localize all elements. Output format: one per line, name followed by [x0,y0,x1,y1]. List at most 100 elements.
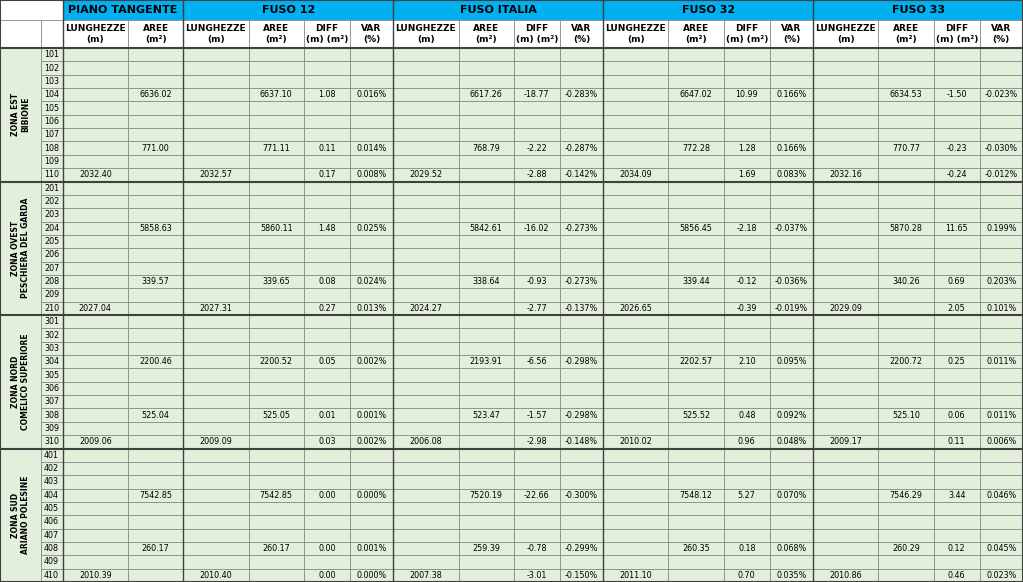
Text: 5842.61: 5842.61 [470,223,502,233]
Bar [458,355,514,368]
Text: -0.036%: -0.036% [774,277,808,286]
Bar [41,101,62,115]
Bar [304,395,350,409]
Text: 0.166%: 0.166% [776,90,806,99]
Bar [560,315,604,328]
Text: PIANO TANGENTE: PIANO TANGENTE [69,5,178,15]
Bar [514,88,560,101]
Text: 0.70: 0.70 [738,571,756,580]
Bar [304,168,350,182]
Text: 2032.16: 2032.16 [830,171,862,179]
Bar [514,128,560,141]
Bar [769,542,813,555]
Bar [879,48,934,61]
Bar [128,449,183,462]
Text: 2.10: 2.10 [738,357,756,366]
Bar [393,275,458,288]
Bar [769,462,813,475]
Bar [560,208,604,222]
Bar [560,462,604,475]
Text: 2029.09: 2029.09 [830,304,862,313]
Bar [723,435,769,449]
Bar [62,20,128,48]
Bar [183,301,249,315]
Bar [458,222,514,235]
Bar [813,88,879,101]
Text: ZONA SUD
ARIANO POLESINE: ZONA SUD ARIANO POLESINE [10,476,30,555]
Bar [41,128,62,141]
Text: 0.17: 0.17 [318,171,336,179]
Bar [723,315,769,328]
Bar [350,382,393,395]
Bar [723,488,769,502]
Bar [560,301,604,315]
Bar [304,155,350,168]
Text: 6634.53: 6634.53 [890,90,923,99]
Text: AREE
(m²): AREE (m²) [683,24,709,44]
Bar [813,449,879,462]
Text: 0.011%: 0.011% [986,357,1017,366]
Bar [604,528,668,542]
Bar [769,569,813,582]
Bar [723,515,769,528]
Bar [41,569,62,582]
Bar [668,288,723,301]
Text: 2027.31: 2027.31 [199,304,232,313]
Bar [934,422,980,435]
Text: 2032.40: 2032.40 [79,171,112,179]
Bar [62,528,128,542]
Text: 401: 401 [44,450,59,460]
Bar [668,382,723,395]
Bar [514,382,560,395]
Bar [304,88,350,101]
Text: -1.50: -1.50 [946,90,967,99]
Bar [62,395,128,409]
Bar [304,328,350,342]
Bar [458,462,514,475]
Bar [128,355,183,368]
Bar [458,182,514,195]
Bar [560,195,604,208]
Bar [458,488,514,502]
Bar [62,61,128,74]
Bar [560,61,604,74]
Bar [183,555,249,569]
Bar [934,555,980,569]
Text: 1.48: 1.48 [318,223,336,233]
Bar [458,409,514,422]
Bar [304,141,350,155]
Bar [0,182,41,315]
Bar [62,168,128,182]
Bar [350,422,393,435]
Bar [980,355,1023,368]
Bar [668,88,723,101]
Bar [560,475,604,488]
Bar [934,249,980,261]
Bar [980,449,1023,462]
Bar [604,502,668,515]
Bar [769,222,813,235]
Bar [813,261,879,275]
Text: 2010.86: 2010.86 [830,571,862,580]
Bar [128,182,183,195]
Bar [813,422,879,435]
Bar [62,0,183,20]
Bar [514,315,560,328]
Bar [934,208,980,222]
Bar [393,569,458,582]
Text: 5870.28: 5870.28 [890,223,923,233]
Bar [183,462,249,475]
Text: 7542.85: 7542.85 [139,491,172,500]
Bar [604,475,668,488]
Bar [723,449,769,462]
Bar [350,542,393,555]
Bar [41,261,62,275]
Bar [723,382,769,395]
Bar [813,409,879,422]
Bar [980,435,1023,449]
Bar [62,342,128,355]
Bar [879,555,934,569]
Bar [458,449,514,462]
Text: -0.273%: -0.273% [565,277,598,286]
Text: 2193.91: 2193.91 [470,357,502,366]
